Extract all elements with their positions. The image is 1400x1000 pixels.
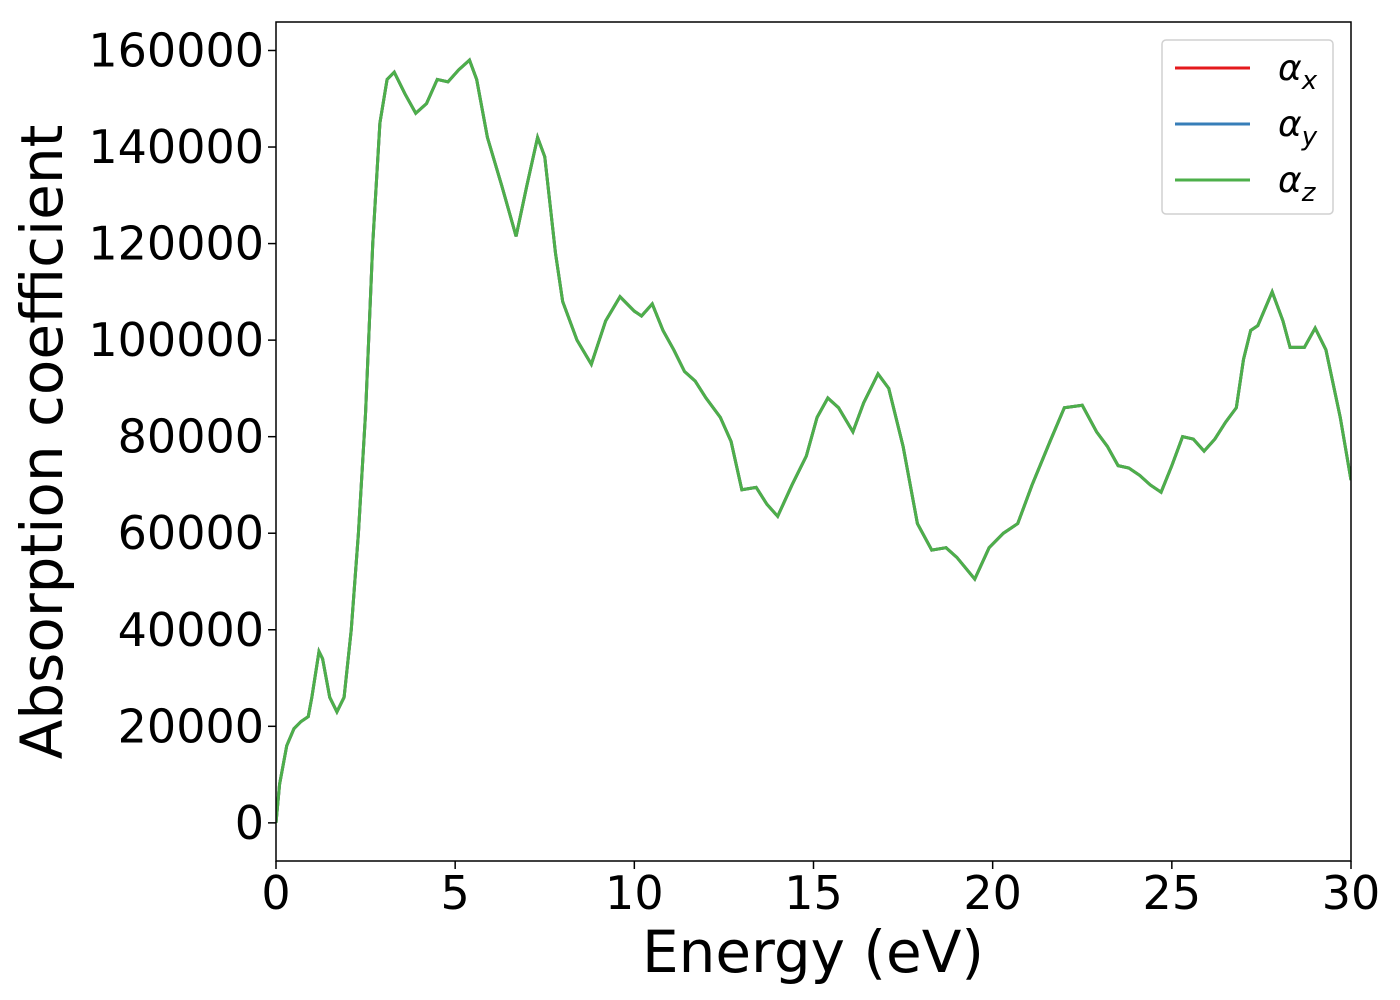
y-tick-label: 140000 (88, 120, 264, 174)
plot-frame (275, 21, 1352, 862)
legend: αx αy αz (1161, 39, 1334, 215)
x-tick-label: 10 (605, 866, 664, 920)
x-tick-label: 0 (261, 866, 290, 920)
y-tick-label: 160000 (88, 23, 264, 77)
y-tick-label: 20000 (118, 699, 264, 753)
y-tick-label: 100000 (88, 313, 264, 367)
x-tick-label: 5 (441, 866, 470, 920)
x-axis-label: Energy (eV) (642, 918, 984, 986)
legend-label: αy (1278, 104, 1318, 152)
legend-label: αz (1278, 160, 1317, 208)
x-tick-label: 15 (784, 866, 843, 920)
legend-label: αx (1278, 48, 1318, 96)
y-axis-label: Absorption coefficient (8, 125, 76, 760)
x-tick-label: 30 (1322, 866, 1381, 920)
y-tick-label: 40000 (118, 603, 264, 657)
line (276, 57, 1351, 824)
x-tick-label: 25 (1143, 866, 1202, 920)
x-tick-label: 20 (963, 866, 1022, 920)
y-tick-label: 60000 (118, 506, 264, 560)
y-tick-label: 0 (235, 796, 264, 850)
y-tick-label: 80000 (118, 410, 264, 464)
y-tick-label: 120000 (88, 217, 264, 271)
legend-box (1161, 39, 1334, 215)
